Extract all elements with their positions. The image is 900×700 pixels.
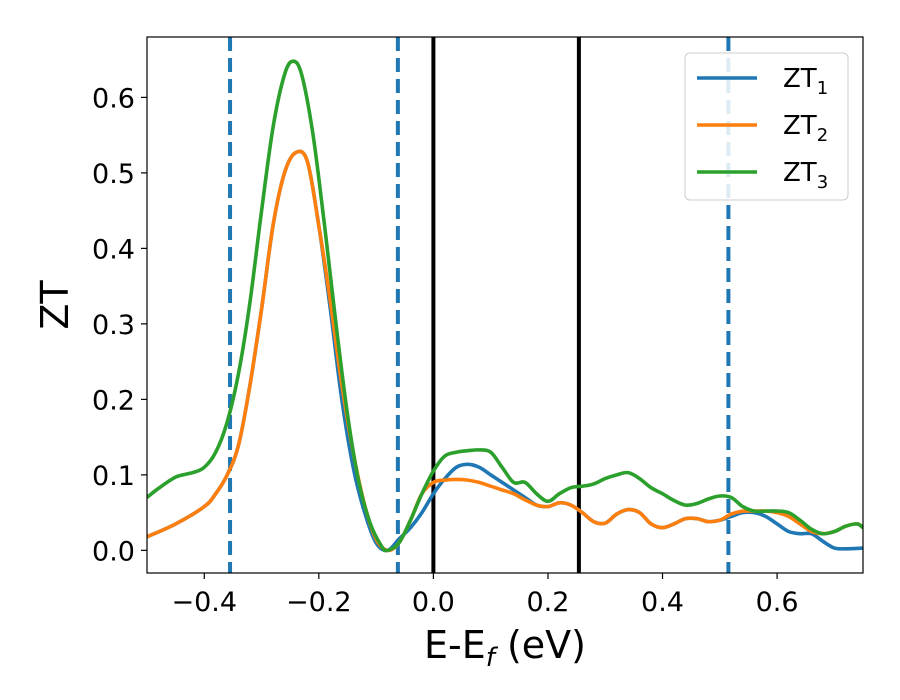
series-line-zt3 xyxy=(147,59,863,553)
legend-label-subscript: 1 xyxy=(817,78,828,99)
legend-label-zt2: ZT2 xyxy=(783,111,828,146)
y-axis-title: ZT xyxy=(33,280,77,330)
y-axis-ticks: 0.0 0.1 0.2 0.3 0.4 0.5 0.6 xyxy=(92,83,147,567)
x-tick-label: −0.2 xyxy=(286,587,352,618)
y-tick-label: 0.5 xyxy=(92,159,135,190)
x-tick-label: −0.4 xyxy=(171,587,237,618)
legend-label-zt3: ZT3 xyxy=(783,158,828,193)
x-tick-label: 0.6 xyxy=(756,587,799,618)
legend-label-subscript: 3 xyxy=(817,172,828,193)
x-tick-label: 0.2 xyxy=(526,587,569,618)
y-tick-label: 0.0 xyxy=(92,536,135,567)
legend-label-main: ZT xyxy=(783,111,817,141)
legend-label-main: ZT xyxy=(783,64,817,94)
legend-label-zt1: ZT1 xyxy=(783,64,828,99)
y-tick-label: 0.1 xyxy=(92,461,135,492)
y-tick-label: 0.3 xyxy=(92,310,135,341)
x-tick-label: 0.4 xyxy=(641,587,684,618)
x-tick-label: 0.0 xyxy=(412,587,455,618)
plot-frame xyxy=(146,36,864,574)
x-axis-ticks: −0.4 −0.2 0.0 0.2 0.4 0.6 xyxy=(171,573,799,618)
x-axis-title: E-Ef (eV) xyxy=(424,623,586,673)
x-axis-title-main: E-E xyxy=(424,623,486,667)
x-axis-title-unit: (eV) xyxy=(495,623,586,667)
y-tick-label: 0.2 xyxy=(92,385,135,416)
y-tick-label: 0.4 xyxy=(92,234,135,265)
legend-box xyxy=(684,52,849,201)
y-tick-label: 0.6 xyxy=(92,83,135,114)
legend-label-main: ZT xyxy=(783,158,817,188)
series-layer xyxy=(147,59,863,553)
legend-label-subscript: 2 xyxy=(817,125,828,146)
